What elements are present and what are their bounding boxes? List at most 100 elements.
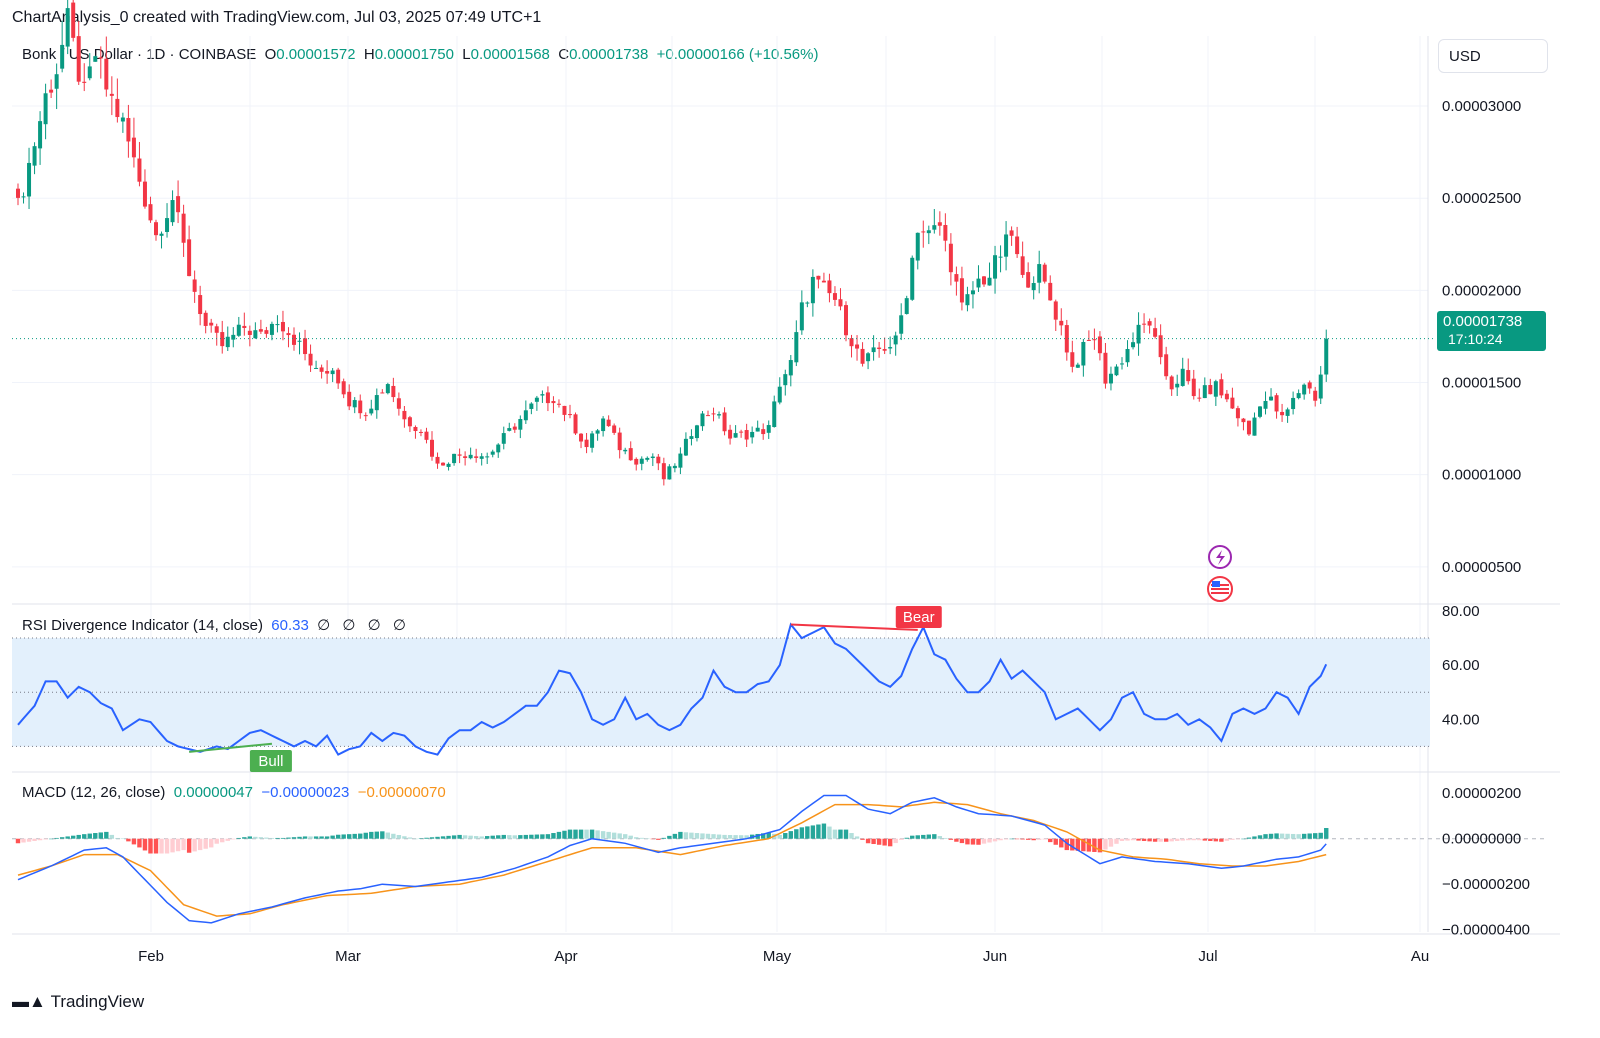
candle-body: [507, 428, 512, 431]
candle: [1015, 226, 1020, 258]
candle-body: [871, 347, 876, 353]
macd-histogram-bar: [639, 837, 644, 839]
candle-body: [336, 369, 341, 384]
bull-label: Bull: [258, 753, 283, 770]
chart-canvas[interactable]: Bear Bull Feb Mar Apr May Jun Jul Au 0.00003000 0…: [0, 0, 1600, 990]
candle: [1291, 391, 1296, 415]
macd-legend[interactable]: MACD (12, 26, close) 0.00000047 −0.00000…: [22, 784, 446, 802]
lightning-event-icon[interactable]: [1208, 545, 1232, 569]
candle: [280, 310, 285, 341]
rsi-value: 60.33: [271, 617, 309, 634]
candle: [330, 368, 335, 383]
candle: [154, 219, 158, 241]
candle-body: [623, 449, 628, 452]
candle-body: [1186, 370, 1191, 382]
macd-histogram-bar: [82, 834, 87, 839]
candle: [1136, 312, 1141, 356]
macd-histogram-bar: [258, 837, 264, 839]
candle: [176, 180, 181, 224]
candle-body: [645, 457, 650, 460]
candle: [275, 315, 280, 333]
macd-histogram-bar: [821, 823, 827, 839]
candle-body: [987, 277, 992, 286]
candle-body: [38, 121, 43, 149]
macd-histogram-bar: [1241, 838, 1246, 840]
candle: [832, 286, 837, 306]
candle: [1219, 373, 1224, 399]
candle-body: [601, 418, 606, 432]
candle: [844, 301, 848, 342]
candle-body: [242, 325, 247, 328]
candle: [82, 63, 87, 92]
rsi-legend[interactable]: RSI Divergence Indicator (14, close) 60.…: [22, 617, 410, 635]
candle: [198, 285, 203, 326]
candle: [1230, 387, 1235, 409]
candle-body: [280, 321, 285, 332]
candle-body: [198, 295, 203, 315]
high-value: 0.00001750: [374, 46, 454, 63]
candle: [131, 117, 136, 168]
macd-histogram-bar: [1103, 838, 1108, 850]
candle: [678, 447, 683, 475]
candle-body: [761, 429, 766, 435]
macd-histogram-bar: [43, 838, 48, 840]
candle: [115, 78, 120, 123]
candle-body: [1009, 230, 1014, 236]
macd-histogram-bar: [291, 837, 297, 839]
macd-histogram-bar: [1014, 838, 1020, 840]
tradingview-logo[interactable]: ▬▲ TradingView: [12, 992, 144, 1012]
candle-body: [402, 410, 407, 420]
candle-body: [799, 302, 804, 331]
candle-body: [1136, 324, 1141, 344]
candle-body: [319, 367, 324, 372]
candle: [965, 286, 970, 312]
macd-histogram-bar: [1114, 838, 1119, 844]
candle: [1191, 369, 1196, 400]
candle: [871, 335, 876, 361]
us-flag-economic-event-icon[interactable]: [1207, 576, 1233, 602]
candle: [1059, 308, 1064, 336]
candle-body: [689, 436, 694, 439]
candle: [1307, 380, 1312, 394]
macd-histogram-bar: [496, 835, 501, 839]
candle: [104, 36, 109, 97]
candle-body: [993, 255, 998, 279]
macd-histogram-bar: [1147, 838, 1152, 842]
candle-body: [832, 293, 837, 300]
candle-body: [827, 280, 832, 294]
macd-histogram-bar: [551, 833, 556, 839]
macd-histogram-bar: [203, 838, 208, 849]
currency-button[interactable]: USD: [1438, 39, 1548, 73]
candle-body: [844, 305, 848, 336]
macd-histogram-bar: [628, 835, 633, 839]
candle: [827, 273, 832, 303]
candle: [1125, 340, 1130, 367]
candle: [1114, 364, 1119, 377]
candle-body: [893, 335, 898, 345]
candle-body: [82, 81, 87, 83]
candle-body: [385, 384, 390, 394]
macd-histogram-bar: [523, 834, 529, 839]
candle: [650, 453, 655, 467]
candle-body: [1208, 385, 1213, 395]
candle-body: [275, 324, 280, 326]
macd-histogram-bar: [1092, 838, 1097, 852]
candle-body: [910, 257, 915, 300]
macd-histogram-bar: [562, 830, 567, 839]
candle: [1302, 383, 1307, 400]
candle-body: [523, 410, 528, 421]
candle: [65, 0, 70, 55]
candle: [722, 407, 727, 436]
macd-histogram-bar: [777, 834, 782, 839]
candle: [545, 386, 550, 412]
rsi-axis-label: 60.00: [1442, 657, 1480, 674]
candle-body: [314, 367, 319, 369]
candle: [1037, 250, 1042, 294]
macd-histogram-bar: [490, 835, 495, 839]
candle: [1180, 357, 1185, 387]
macd-histogram-bar: [634, 837, 639, 839]
macd-histogram-bar: [534, 834, 540, 839]
candle: [556, 399, 561, 408]
macd-histogram-bar: [893, 838, 898, 844]
macd-histogram-bar: [335, 834, 341, 839]
